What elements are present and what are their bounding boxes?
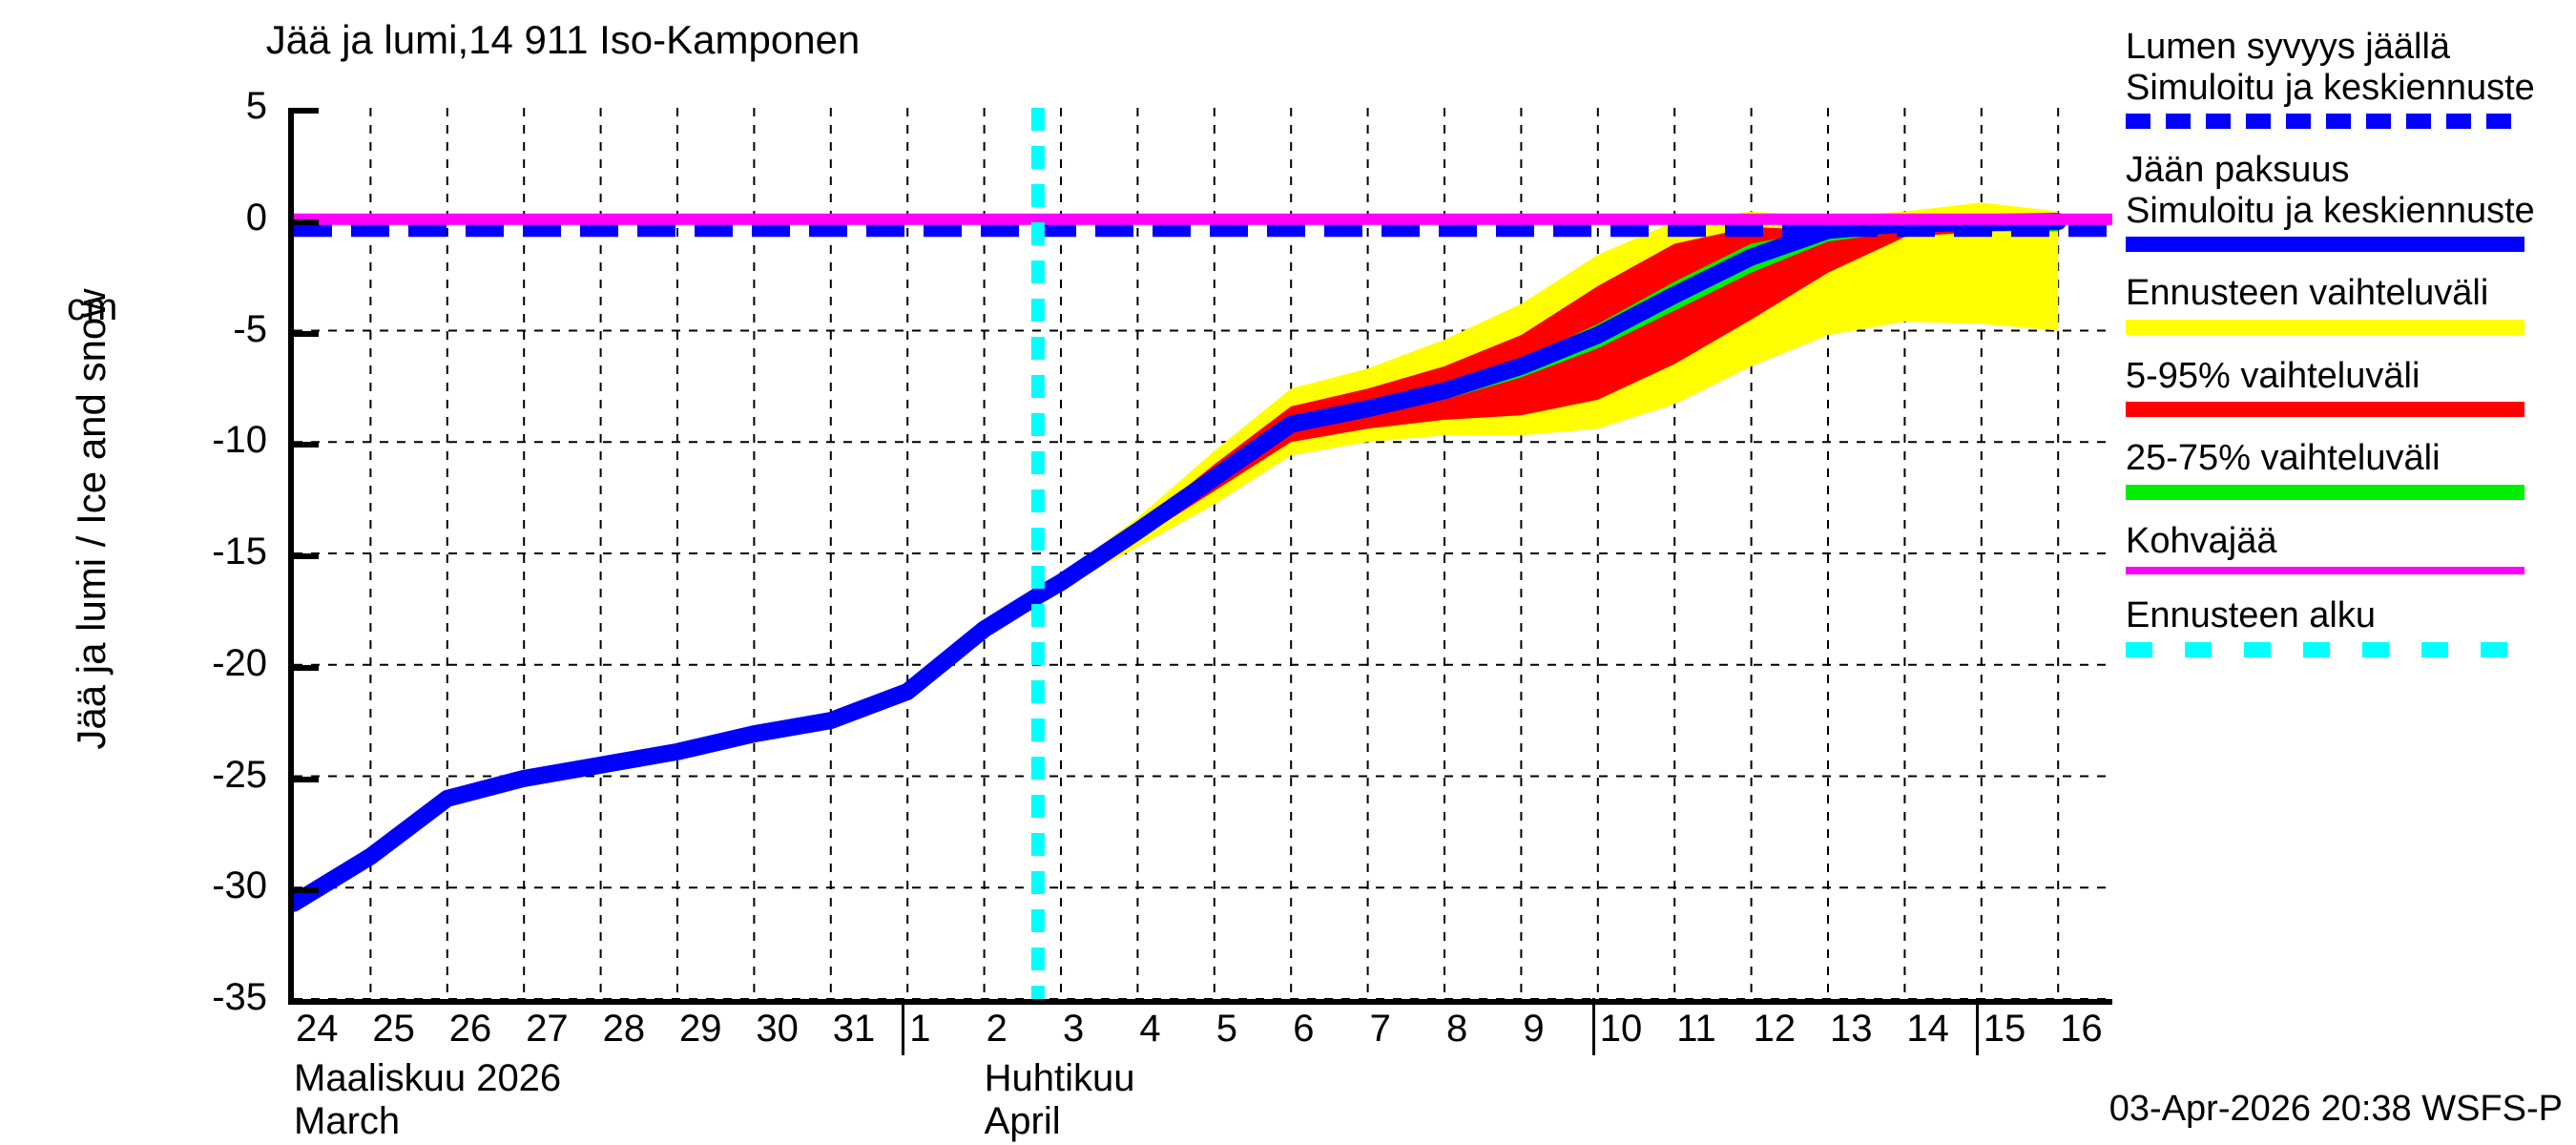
x-tick-label: 1 xyxy=(909,1008,931,1050)
plot-canvas xyxy=(294,108,2112,999)
legend-label: Ennusteen alku xyxy=(2126,595,2376,636)
chart-title: Jää ja lumi,14 911 Iso-Kamponen xyxy=(265,17,861,62)
y-tick-mark xyxy=(294,664,319,671)
legend-label: Ennusteen vaihteluväli xyxy=(2126,273,2489,314)
y-tick-mark xyxy=(294,330,319,337)
x-tick-label: 30 xyxy=(756,1008,799,1050)
legend-item: Kohvajää xyxy=(2126,521,2565,575)
legend-label: 25-75% vaihteluväli xyxy=(2126,438,2441,479)
y-tick-mark xyxy=(294,108,319,114)
x-tick-label: 11 xyxy=(1676,1008,1716,1050)
y-axis-title-text: Jää ja lumi / Ice and snow xyxy=(69,288,114,750)
x-tick-label: 25 xyxy=(372,1008,415,1050)
x-tick-major xyxy=(1975,998,1979,1055)
x-tick-label: 4 xyxy=(1139,1008,1161,1050)
month-label-fi: Maaliskuu 2026 xyxy=(294,1057,562,1099)
month-block: Maaliskuu 2026 March xyxy=(294,1057,561,1143)
x-tick-label: 8 xyxy=(1446,1008,1468,1050)
y-axis-title: Jää ja lumi / Ice and snow xyxy=(44,95,114,992)
x-tick-label: 16 xyxy=(2060,1008,2103,1050)
legend-label: Lumen syvyys jäällä xyxy=(2126,27,2451,67)
month-label-en: April xyxy=(984,1099,1061,1142)
y-tick-mark xyxy=(294,553,319,559)
legend-label: 5-95% vaihteluväli xyxy=(2126,355,2420,396)
legend-swatch xyxy=(2126,319,2524,335)
month-label-fi: Huhtikuu xyxy=(984,1057,1135,1099)
chart-legend: Lumen syvyys jäällä Simuloitu ja keskienn… xyxy=(2126,27,2565,678)
x-tick-label: 24 xyxy=(296,1008,339,1050)
legend-item: Lumen syvyys jäällä Simuloitu ja keskienn… xyxy=(2126,27,2565,130)
y-tick-mark xyxy=(294,219,319,225)
x-tick-label: 5 xyxy=(1215,1008,1238,1050)
x-tick-major xyxy=(1591,998,1595,1055)
legend-swatch xyxy=(2126,484,2524,500)
legend-label: Kohvajää xyxy=(2126,520,2277,561)
y-tick-label: -15 xyxy=(212,531,267,572)
chart-svg xyxy=(294,108,2112,999)
legend-swatch xyxy=(2126,641,2524,657)
y-tick-label: -20 xyxy=(212,641,267,684)
x-tick-label: 26 xyxy=(448,1008,492,1050)
y-tick-label: -35 xyxy=(212,976,267,1018)
legend-item: Ennusteen vaihteluväli xyxy=(2126,273,2565,335)
x-tick-major xyxy=(902,998,905,1055)
x-tick-label: 3 xyxy=(1063,1008,1085,1050)
y-tick-label: 0 xyxy=(245,196,267,239)
y-tick-mark xyxy=(294,999,319,1005)
month-label-en: March xyxy=(294,1099,401,1142)
y-tick-label: -10 xyxy=(212,419,267,462)
x-tick-label: 31 xyxy=(832,1008,876,1050)
x-tick-label: 15 xyxy=(1983,1008,2026,1050)
legend-sublabel: Simuloitu ja keskiennuste xyxy=(2126,190,2535,231)
x-tick-label: 6 xyxy=(1293,1008,1315,1050)
x-tick-label: 9 xyxy=(1523,1008,1545,1050)
x-tick-label: 13 xyxy=(1830,1008,1873,1050)
y-tick-mark xyxy=(294,887,319,894)
legend-sublabel: Simuloitu ja keskiennuste xyxy=(2126,67,2535,108)
legend-swatch xyxy=(2126,114,2524,130)
y-tick-label: -5 xyxy=(233,307,267,350)
x-tick-label: 29 xyxy=(679,1008,722,1050)
y-tick-label: -25 xyxy=(212,753,267,796)
x-tick-label: 12 xyxy=(1753,1008,1797,1050)
x-tick-label: 7 xyxy=(1369,1008,1391,1050)
x-tick-label: 14 xyxy=(1906,1008,1949,1050)
legend-label: Jään paksuus xyxy=(2126,150,2350,191)
x-tick-label: 28 xyxy=(602,1008,646,1050)
y-tick-mark xyxy=(294,442,319,448)
series-ice-thickness xyxy=(294,213,2067,912)
y-tick-mark xyxy=(294,776,319,782)
x-tick-label: 27 xyxy=(526,1008,569,1050)
y-tick-label: -30 xyxy=(212,864,267,907)
plot-area xyxy=(288,108,2112,1005)
legend-swatch xyxy=(2126,567,2524,575)
x-tick-label: 2 xyxy=(986,1008,1008,1050)
legend-item: Jään paksuus Simuloitu ja keskiennuste xyxy=(2126,150,2565,253)
legend-item: Ennusteen alku xyxy=(2126,595,2565,657)
legend-swatch xyxy=(2126,402,2524,418)
y-axis-unit: cm xyxy=(67,286,118,328)
timestamp-stamp: 03-Apr-2026 20:38 WSFS-P xyxy=(2109,1089,2563,1129)
legend-item: 5-95% vaihteluväli xyxy=(2126,356,2565,418)
legend-item: 25-75% vaihteluväli xyxy=(2126,438,2565,500)
x-tick-label: 10 xyxy=(1599,1008,1643,1050)
legend-swatch xyxy=(2126,237,2524,253)
y-tick-label: 5 xyxy=(245,85,267,127)
month-block: Huhtikuu April xyxy=(985,1057,1135,1143)
